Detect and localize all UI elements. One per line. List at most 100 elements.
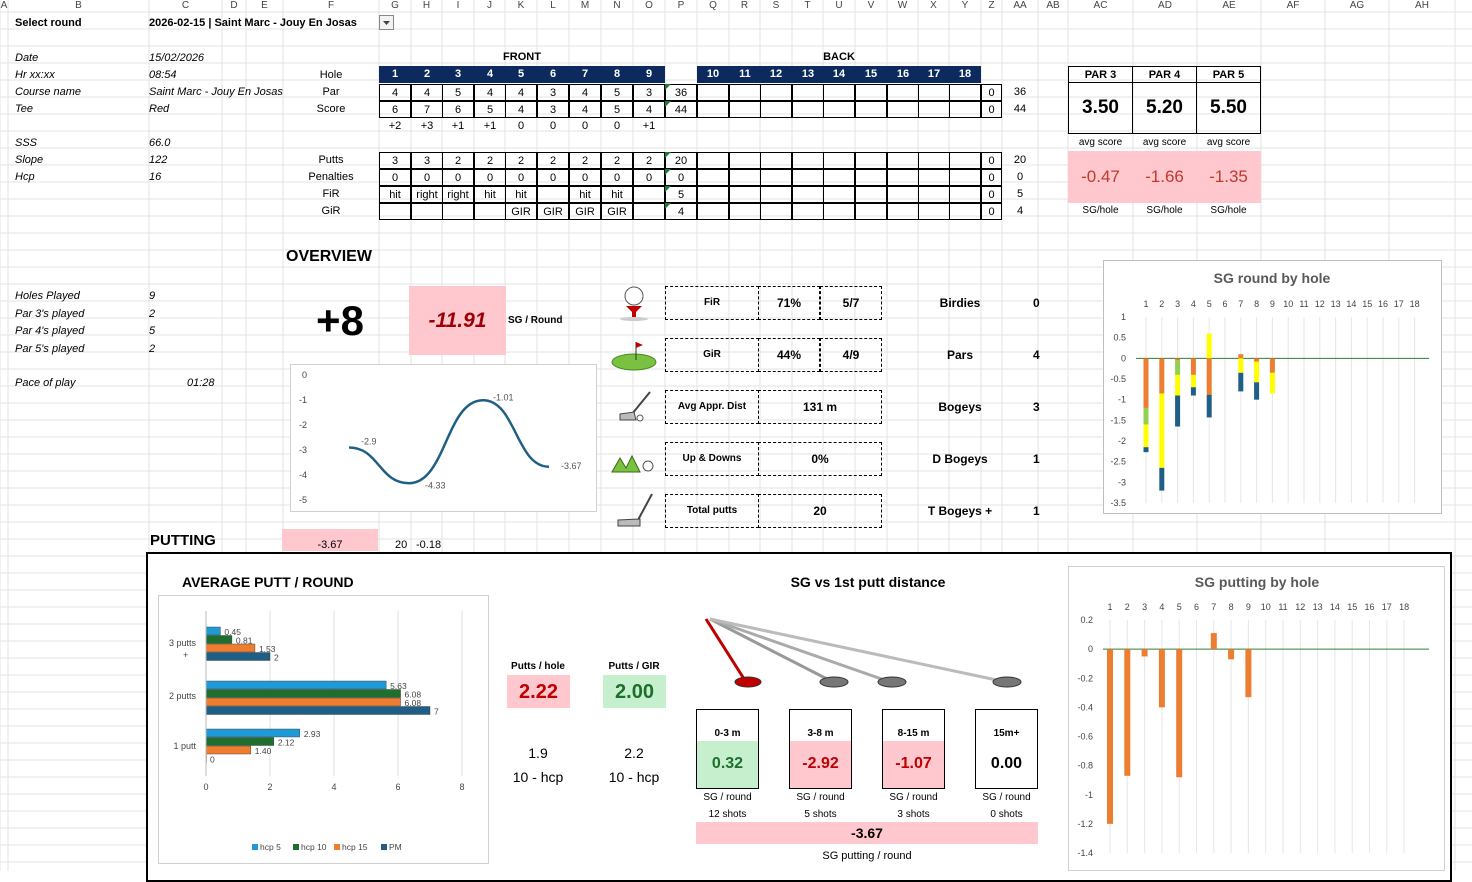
column-header[interactable]: H [422, 0, 431, 11]
par-cell[interactable]: 36 [665, 84, 697, 101]
fir-cell[interactable]: 5 [665, 186, 697, 203]
putts-cell[interactable] [729, 152, 761, 169]
gir-cell[interactable]: 0 [981, 203, 1002, 220]
penalties-cell[interactable] [949, 169, 981, 186]
fir-cell[interactable] [949, 186, 981, 203]
hole-number[interactable]: 11 [729, 66, 761, 83]
fir-cell[interactable] [792, 186, 824, 203]
hole-number[interactable]: 17 [918, 66, 950, 83]
info-value[interactable]: Saint Marc - Jouy En Josas [149, 86, 283, 98]
penalties-cell[interactable]: 0 [569, 169, 601, 186]
column-header[interactable]: AC [1093, 0, 1108, 11]
column-header[interactable]: Q [709, 0, 717, 11]
hole-number[interactable]: 9 [633, 66, 665, 83]
gir-cell[interactable] [379, 203, 411, 220]
hole-number[interactable]: 1 [379, 66, 411, 83]
penalties-cell[interactable]: 0 [411, 169, 443, 186]
penalties-cell[interactable] [887, 169, 919, 186]
par-cell[interactable] [855, 84, 887, 101]
score-cell[interactable]: 4 [633, 101, 665, 118]
select-round-value[interactable]: 2026-02-15 | Saint Marc - Jouy En Josas [149, 17, 357, 29]
par-cell[interactable]: 4 [505, 84, 537, 101]
fir-cell[interactable]: hit [505, 186, 537, 203]
fir-cell[interactable] [918, 186, 950, 203]
column-header[interactable]: W [897, 0, 908, 11]
fir-cell[interactable] [633, 186, 665, 203]
score-cell[interactable] [760, 101, 792, 118]
column-header[interactable]: J [487, 0, 492, 11]
hole-number[interactable]: 2 [411, 66, 443, 83]
score-cell[interactable] [918, 101, 950, 118]
penalties-cell[interactable]: 0 [665, 169, 697, 186]
gir-cell[interactable] [442, 203, 474, 220]
fir-cell[interactable]: right [442, 186, 474, 203]
gir-cell[interactable]: 4 [665, 203, 697, 220]
penalties-cell[interactable]: 0 [981, 169, 1002, 186]
column-header[interactable]: AA [1013, 0, 1027, 11]
score-cell[interactable]: 0 [981, 101, 1002, 118]
par-cell[interactable] [823, 84, 855, 101]
putts-cell[interactable]: 2 [474, 152, 506, 169]
par-cell[interactable]: 36 [1013, 86, 1027, 98]
diff-cell[interactable]: 0 [613, 120, 621, 132]
dropdown-arrow-icon[interactable] [379, 15, 394, 30]
hole-number[interactable]: 10 [697, 66, 729, 83]
column-header[interactable]: G [391, 0, 399, 11]
fir-cell[interactable]: hit [601, 186, 633, 203]
hole-number[interactable]: 3 [442, 66, 474, 83]
column-header[interactable]: T [804, 0, 811, 11]
diff-cell[interactable]: 0 [549, 120, 557, 132]
putts-cell[interactable]: 2 [537, 152, 569, 169]
fir-cell[interactable]: 0 [981, 186, 1002, 203]
fir-cell[interactable] [855, 186, 887, 203]
info-value[interactable]: 16 [149, 171, 162, 183]
column-header[interactable]: L [550, 0, 556, 11]
score-cell[interactable]: 44 [1013, 103, 1027, 115]
gir-cell[interactable]: GIR [505, 203, 537, 220]
par-cell[interactable]: 5 [601, 84, 633, 101]
putts-cell[interactable]: 2 [601, 152, 633, 169]
hole-number[interactable]: 13 [792, 66, 824, 83]
diff-cell[interactable]: +3 [420, 120, 434, 132]
fir-cell[interactable] [887, 186, 919, 203]
penalties-cell[interactable] [855, 169, 887, 186]
gir-cell[interactable] [855, 203, 887, 220]
score-cell[interactable]: 5 [474, 101, 506, 118]
gir-cell[interactable] [823, 203, 855, 220]
column-header[interactable]: AE [1222, 0, 1236, 11]
column-header[interactable]: K [517, 0, 525, 11]
score-cell[interactable] [855, 101, 887, 118]
gir-cell[interactable] [474, 203, 506, 220]
column-header[interactable]: I [456, 0, 460, 11]
fir-cell[interactable]: hit [569, 186, 601, 203]
column-header[interactable]: F [327, 0, 335, 11]
column-header[interactable]: P [677, 0, 685, 11]
penalties-cell[interactable] [918, 169, 950, 186]
par-cell[interactable] [697, 84, 729, 101]
fir-cell[interactable] [537, 186, 569, 203]
score-cell[interactable]: 4 [505, 101, 537, 118]
info-value[interactable]: 15/02/2026 [149, 52, 205, 64]
putts-cell[interactable] [918, 152, 950, 169]
column-header[interactable]: S [772, 0, 780, 11]
gir-cell[interactable] [949, 203, 981, 220]
fir-cell[interactable]: 5 [1016, 188, 1024, 200]
putts-cell[interactable]: 20 [1013, 154, 1027, 166]
par-cell[interactable] [760, 84, 792, 101]
info-value[interactable]: 08:54 [149, 69, 177, 81]
fir-cell[interactable] [823, 186, 855, 203]
par-cell[interactable] [949, 84, 981, 101]
score-cell[interactable] [887, 101, 919, 118]
penalties-cell[interactable] [729, 169, 761, 186]
gir-cell[interactable] [792, 203, 824, 220]
hole-number[interactable]: 15 [855, 66, 887, 83]
info-value[interactable]: 122 [149, 154, 168, 166]
penalties-cell[interactable]: 0 [505, 169, 537, 186]
hole-number[interactable]: 16 [887, 66, 919, 83]
fir-cell[interactable] [729, 186, 761, 203]
column-header[interactable]: AD [1158, 0, 1172, 11]
gir-cell[interactable] [760, 203, 792, 220]
column-header[interactable]: AG [1349, 0, 1365, 11]
hole-number[interactable]: 14 [823, 66, 855, 83]
gir-cell[interactable]: GIR [537, 203, 569, 220]
